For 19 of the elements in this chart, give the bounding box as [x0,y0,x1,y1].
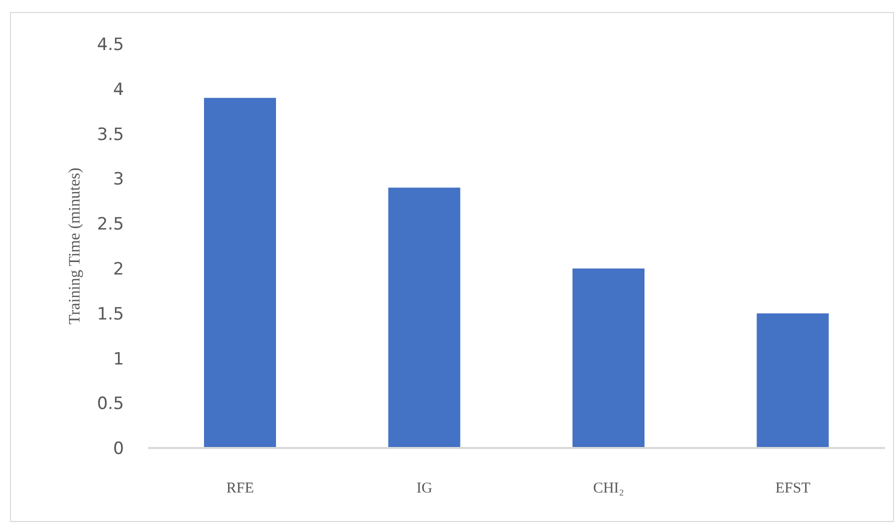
y-tick-label: 4 [113,80,124,100]
bar [572,268,644,448]
y-tick-label: 0.5 [96,394,124,414]
x-tick-label: EFST [775,480,810,497]
y-tick-label: 1 [113,349,124,370]
bar [388,188,460,448]
x-tick-label: CHI₂ [593,480,624,497]
y-tick-label: 0 [113,439,124,460]
y-tick-label: 2 [113,259,124,280]
y-tick-label: 2.5 [96,214,124,235]
y-tick-label: 4.5 [96,35,124,56]
bar [756,313,829,448]
y-axis-title: Training Time (minutes) [66,168,84,324]
y-tick-label: 3 [113,170,124,190]
x-tick-label: IG [416,480,432,497]
y-tick-label: 1.5 [96,304,124,324]
x-tick-label: RFE [226,480,254,497]
y-tick-label: 3.5 [96,124,124,145]
bar [204,98,276,448]
